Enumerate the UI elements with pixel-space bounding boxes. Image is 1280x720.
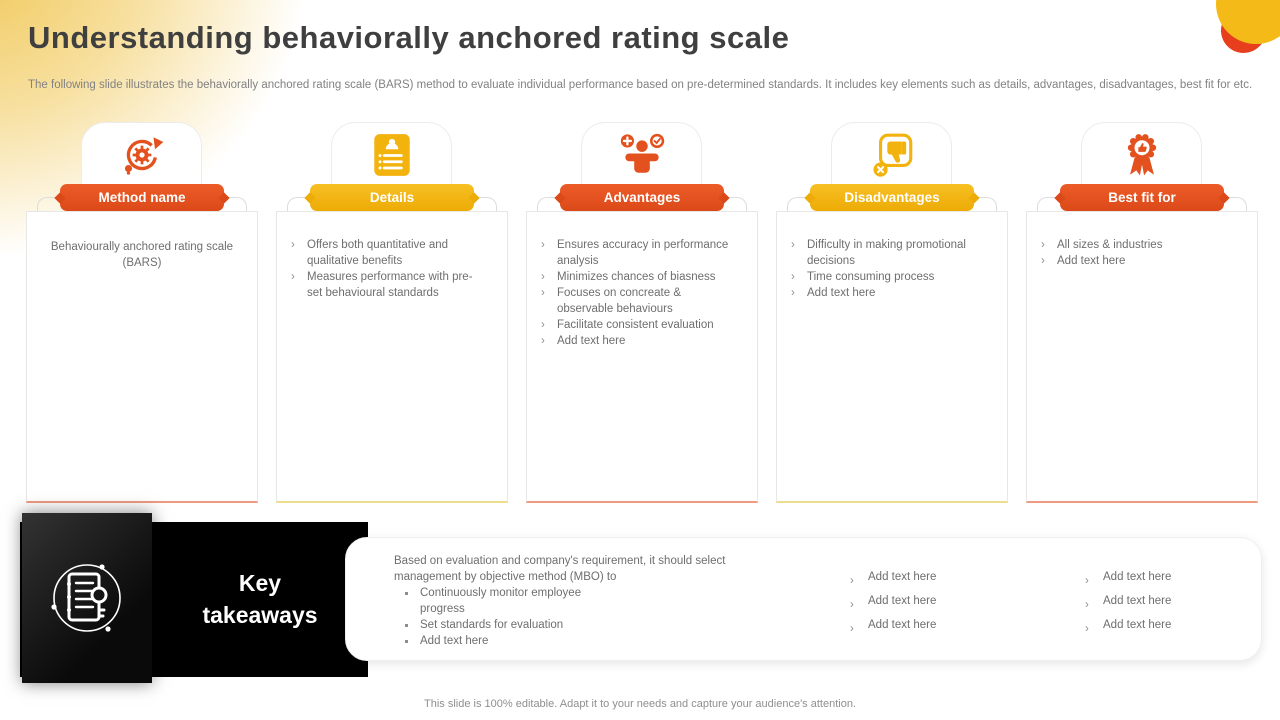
page-subtitle: The following slide illustrates the beha… bbox=[28, 79, 1253, 91]
person-plus-check-icon bbox=[617, 130, 667, 180]
column-body-best-fit-for: All sizes & industriesAdd text here bbox=[1026, 211, 1258, 503]
bracket-left bbox=[537, 197, 565, 213]
page-title: Understanding behaviorally anchored rati… bbox=[28, 20, 790, 55]
column-header-method-name: Method name bbox=[60, 184, 224, 211]
columns-container: Method name Behaviourally anchored ratin… bbox=[26, 122, 1258, 504]
list-item: Add text here bbox=[1081, 589, 1171, 617]
resume-list-icon bbox=[367, 130, 417, 180]
process-gear-arrow-bulb-icon bbox=[117, 130, 167, 180]
column-header-advantages: Advantages bbox=[560, 184, 724, 211]
column-best-fit-for: Best fit for All sizes & industriesAdd t… bbox=[1026, 122, 1258, 504]
thumbs-down-cross-icon bbox=[867, 130, 917, 180]
list-item: Continuously monitor employee progress bbox=[394, 585, 614, 617]
bracket-left bbox=[1037, 197, 1065, 213]
column-body-disadvantages: Difficulty in making promotional decisio… bbox=[776, 211, 1008, 503]
column-header-best-fit-for: Best fit for bbox=[1060, 184, 1224, 211]
notebook-key-icon bbox=[51, 564, 121, 632]
list-item: Add text here bbox=[535, 333, 731, 349]
column-header-label: Best fit for bbox=[1108, 190, 1176, 205]
list-item: Set standards for evaluation bbox=[394, 617, 614, 633]
bracket-right bbox=[719, 197, 747, 213]
advantages-list: Ensures accuracy in performance analysis… bbox=[527, 212, 757, 349]
column-details: Details Offers both quantitative and qua… bbox=[276, 122, 508, 504]
list-item: Add text here bbox=[1081, 613, 1171, 641]
column-advantages: Advantages Ensures accuracy in performan… bbox=[526, 122, 758, 504]
method-name-text: Behaviourally anchored rating scale (BAR… bbox=[50, 241, 234, 269]
column-header-label: Advantages bbox=[603, 190, 681, 205]
column-body-method-name: Behaviourally anchored rating scale (BAR… bbox=[26, 211, 258, 503]
list-item: Add text here bbox=[846, 613, 936, 641]
column-header-label: Disadvantages bbox=[844, 190, 940, 205]
list-item: Offers both quantitative and qualitative… bbox=[285, 237, 481, 269]
list-item: Add text here bbox=[846, 565, 936, 593]
list-item: All sizes & industries bbox=[1035, 237, 1231, 253]
list-item: Add text here bbox=[1035, 253, 1231, 269]
list-item: Ensures accuracy in performance analysis bbox=[535, 237, 731, 269]
key-takeaways-list-right: Add text hereAdd text hereAdd text here bbox=[1081, 565, 1171, 641]
list-item: Minimizes chances of biasness bbox=[535, 269, 731, 285]
key-takeaways-bullets: Continuously monitor employee progress Se… bbox=[394, 585, 614, 649]
footer-note: This slide is 100% editable. Adapt it to… bbox=[424, 698, 856, 710]
bracket-right bbox=[969, 197, 997, 213]
list-item: Measures performance with pre-set behavi… bbox=[285, 269, 481, 301]
list-item: Facilitate consistent evaluation bbox=[535, 317, 731, 333]
list-item: Add text here bbox=[1081, 565, 1171, 593]
column-header-details: Details bbox=[310, 184, 474, 211]
list-item: Time consuming process bbox=[785, 269, 981, 285]
column-header-label: Details bbox=[369, 190, 415, 205]
best-fit-list: All sizes & industriesAdd text here bbox=[1027, 212, 1257, 269]
details-list: Offers both quantitative and qualitative… bbox=[277, 212, 507, 301]
key-takeaways-title: Key takeaways bbox=[202, 570, 318, 628]
award-medal-thumbs-up-icon bbox=[1117, 130, 1167, 180]
list-item: Focuses on concreate & observable behavi… bbox=[535, 285, 731, 317]
key-takeaways-paragraph: Based on evaluation and company's requir… bbox=[394, 555, 726, 583]
bracket-right bbox=[1219, 197, 1247, 213]
bracket-left bbox=[787, 197, 815, 213]
list-item: Difficulty in making promotional decisio… bbox=[785, 237, 981, 269]
column-body-advantages: Ensures accuracy in performance analysis… bbox=[526, 211, 758, 503]
column-header-label: Method name bbox=[98, 190, 186, 205]
column-body-details: Offers both quantitative and qualitative… bbox=[276, 211, 508, 503]
disadvantages-list: Difficulty in making promotional decisio… bbox=[777, 212, 1007, 301]
column-header-disadvantages: Disadvantages bbox=[810, 184, 974, 211]
list-item: Add text here bbox=[785, 285, 981, 301]
column-method-name: Method name Behaviourally anchored ratin… bbox=[26, 122, 258, 504]
key-takeaways-list-left: Add text hereAdd text hereAdd text here bbox=[846, 565, 936, 641]
key-takeaways-icon-box bbox=[22, 513, 152, 683]
list-item: Add text here bbox=[846, 589, 936, 617]
column-disadvantages: Disadvantages Difficulty in making promo… bbox=[776, 122, 1008, 504]
list-item: Add text here bbox=[394, 633, 614, 649]
key-takeaways-card: Based on evaluation and company's requir… bbox=[345, 537, 1262, 661]
bracket-right bbox=[469, 197, 497, 213]
